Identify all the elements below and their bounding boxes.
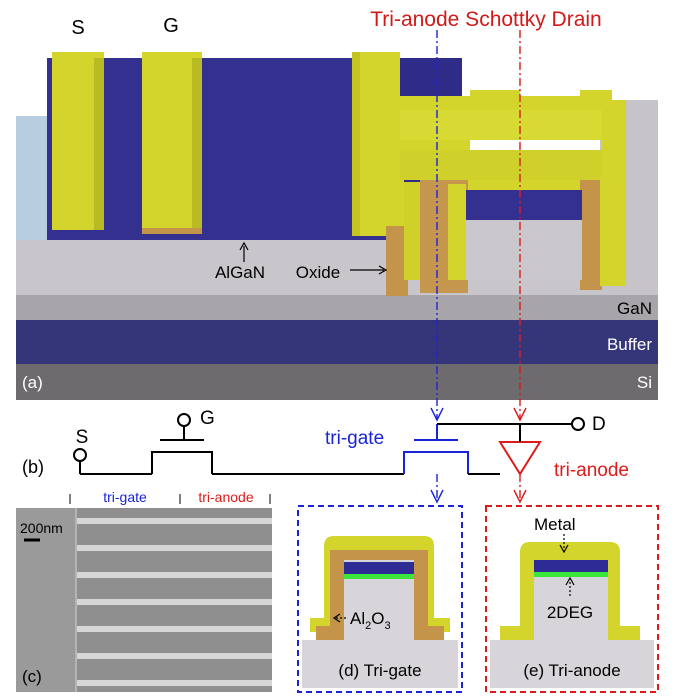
al2o3-label: Al2O3	[350, 609, 391, 632]
panel-d-caption: (d) Tri-gate	[338, 661, 421, 680]
trianode-algan	[534, 560, 608, 572]
panel-b-tag: (b)	[22, 457, 44, 477]
drain-metal-mid	[400, 150, 602, 180]
algan-layer	[47, 58, 392, 240]
sem-trigate-label: tri-gate	[103, 489, 147, 505]
al2o3-arrow-head	[332, 613, 341, 623]
trianode-symbol	[498, 441, 542, 476]
panel-c-tag: (c)	[22, 667, 42, 686]
panel-a-tag: (a)	[22, 373, 43, 392]
trigate-cut-arrow	[430, 407, 444, 422]
sem-fin	[76, 545, 272, 551]
trianode-2deg	[534, 572, 608, 577]
sem-fin	[76, 572, 272, 578]
trigate-channel	[466, 190, 582, 220]
trigate-gan	[466, 220, 582, 280]
twodeg-label: 2DEG	[547, 603, 593, 622]
sem-fin	[76, 599, 272, 605]
si-label: Si	[637, 373, 652, 392]
oxide-fin-1	[386, 226, 408, 296]
panel-b-g-label: G	[200, 408, 215, 429]
d-terminal	[571, 417, 585, 431]
panel-d-frame	[297, 505, 463, 693]
trigate-algan	[344, 562, 414, 574]
panel-d-substrate	[302, 640, 458, 688]
drain-finger-3	[600, 176, 626, 286]
drain-finger-1	[404, 182, 420, 280]
g-label: G	[163, 15, 179, 37]
source-contact-shade	[94, 58, 104, 230]
trigate-symbol	[403, 424, 469, 474]
panel-e: Metal 2DEG (e) Tri-anode	[485, 505, 659, 693]
title-label: Tri-anode Schottky Drain	[370, 8, 601, 31]
panel-b-d-label: D	[592, 414, 606, 435]
panel-e-substrate	[490, 640, 654, 688]
trianode-cut-arrow	[513, 407, 527, 422]
panel-b-trigate-label: tri-gate	[325, 428, 384, 449]
drain-finger-2	[448, 184, 466, 280]
panel-c: tri-gate tri-anode 200nm (c)	[16, 489, 272, 692]
drain-edge-shade	[352, 52, 360, 236]
oxide-label: Oxide	[296, 263, 340, 282]
hemt-channel	[151, 451, 213, 474]
algan-label: AlGaN	[215, 263, 265, 282]
sem-trianode-label: tri-anode	[198, 489, 253, 505]
trianode-down-arrow	[513, 489, 527, 504]
sem-fin	[76, 680, 272, 686]
buffer-label: Buffer	[607, 335, 652, 354]
scale-label: 200nm	[20, 520, 63, 536]
sem-fin	[76, 518, 272, 524]
oxide-arrow-head	[378, 265, 388, 275]
gate-oxide-foot	[142, 228, 202, 234]
panel-e-frame	[485, 505, 659, 693]
twodeg-arrow-head	[565, 576, 575, 586]
panel-b	[73, 413, 585, 504]
oxide-fin-3	[580, 180, 602, 290]
panel-b-trianode-label: tri-anode	[554, 460, 629, 481]
si-layer	[16, 364, 658, 400]
gan-floor	[16, 295, 658, 320]
trigate-channel-symbol	[403, 451, 469, 474]
drain-metal-top	[400, 110, 602, 140]
panel-a: Tri-anode Schottky Drain S G AlGaN Oxide…	[16, 8, 658, 422]
metal-arrow-head	[559, 544, 569, 554]
sem-fins	[76, 518, 272, 686]
metal-label: Metal	[534, 515, 576, 534]
algan-arrow-head	[239, 241, 249, 251]
panel-e-caption: (e) Tri-anode	[523, 661, 620, 680]
g-terminal	[177, 413, 191, 427]
diode-triangle	[498, 441, 542, 476]
gate-contact-shade	[192, 58, 202, 228]
panel-d: Al2O3 (d) Tri-gate	[297, 505, 463, 693]
sem-fin	[76, 626, 272, 632]
buffer-layer	[16, 320, 658, 364]
trigate-down-arrow	[430, 489, 444, 504]
s-label: S	[71, 17, 84, 39]
panel-b-labels: S G D tri-gate tri-anode (b)	[22, 408, 629, 481]
panel-b-s-label: S	[76, 427, 89, 448]
trigate-2deg	[344, 574, 414, 579]
s-terminal	[73, 448, 87, 462]
gan-label: GaN	[617, 299, 652, 318]
sem-fin	[76, 653, 272, 659]
